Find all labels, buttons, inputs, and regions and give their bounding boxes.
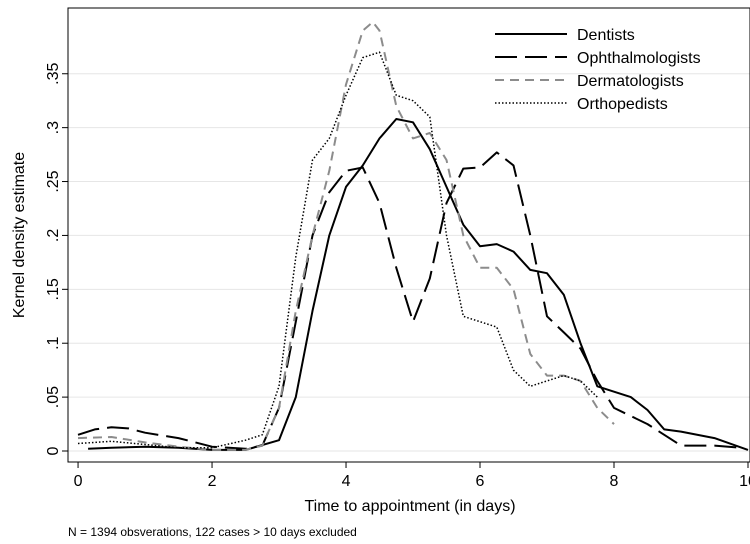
y-tick-label: .15 [45,278,62,300]
x-tick-label: 6 [476,473,485,490]
y-tick-label: .3 [45,121,62,134]
x-tick-label: 0 [74,473,83,490]
note: N = 1394 obsverations, 122 cases > 10 da… [68,525,357,539]
density-line [88,118,749,451]
x-tick-label: 10 [739,473,750,490]
y-tick-label: .2 [45,229,62,242]
y-axis-label: Kernel density estimate [11,152,28,318]
density-line [77,151,742,450]
x-tick-label: 2 [208,473,217,490]
x-axis-label: Time to appointment (in days) [304,498,515,515]
density-line [77,51,598,449]
y-tick-label: .05 [45,386,62,408]
y-tick-label: .35 [45,63,62,85]
legend-label: Dermatologists [577,73,684,90]
x-tick-label: 4 [342,473,351,490]
density-line [77,21,615,451]
legend-label: Dentists [577,27,635,44]
y-tick-label: .25 [45,170,62,192]
plot-frame [67,7,750,463]
y-tick-label: 0 [45,446,62,455]
x-tick-label: 8 [610,473,619,490]
legend-label: Orthopedists [577,96,668,113]
y-tick-label: .1 [45,336,62,349]
legend-label: Ophthalmologists [577,50,701,67]
